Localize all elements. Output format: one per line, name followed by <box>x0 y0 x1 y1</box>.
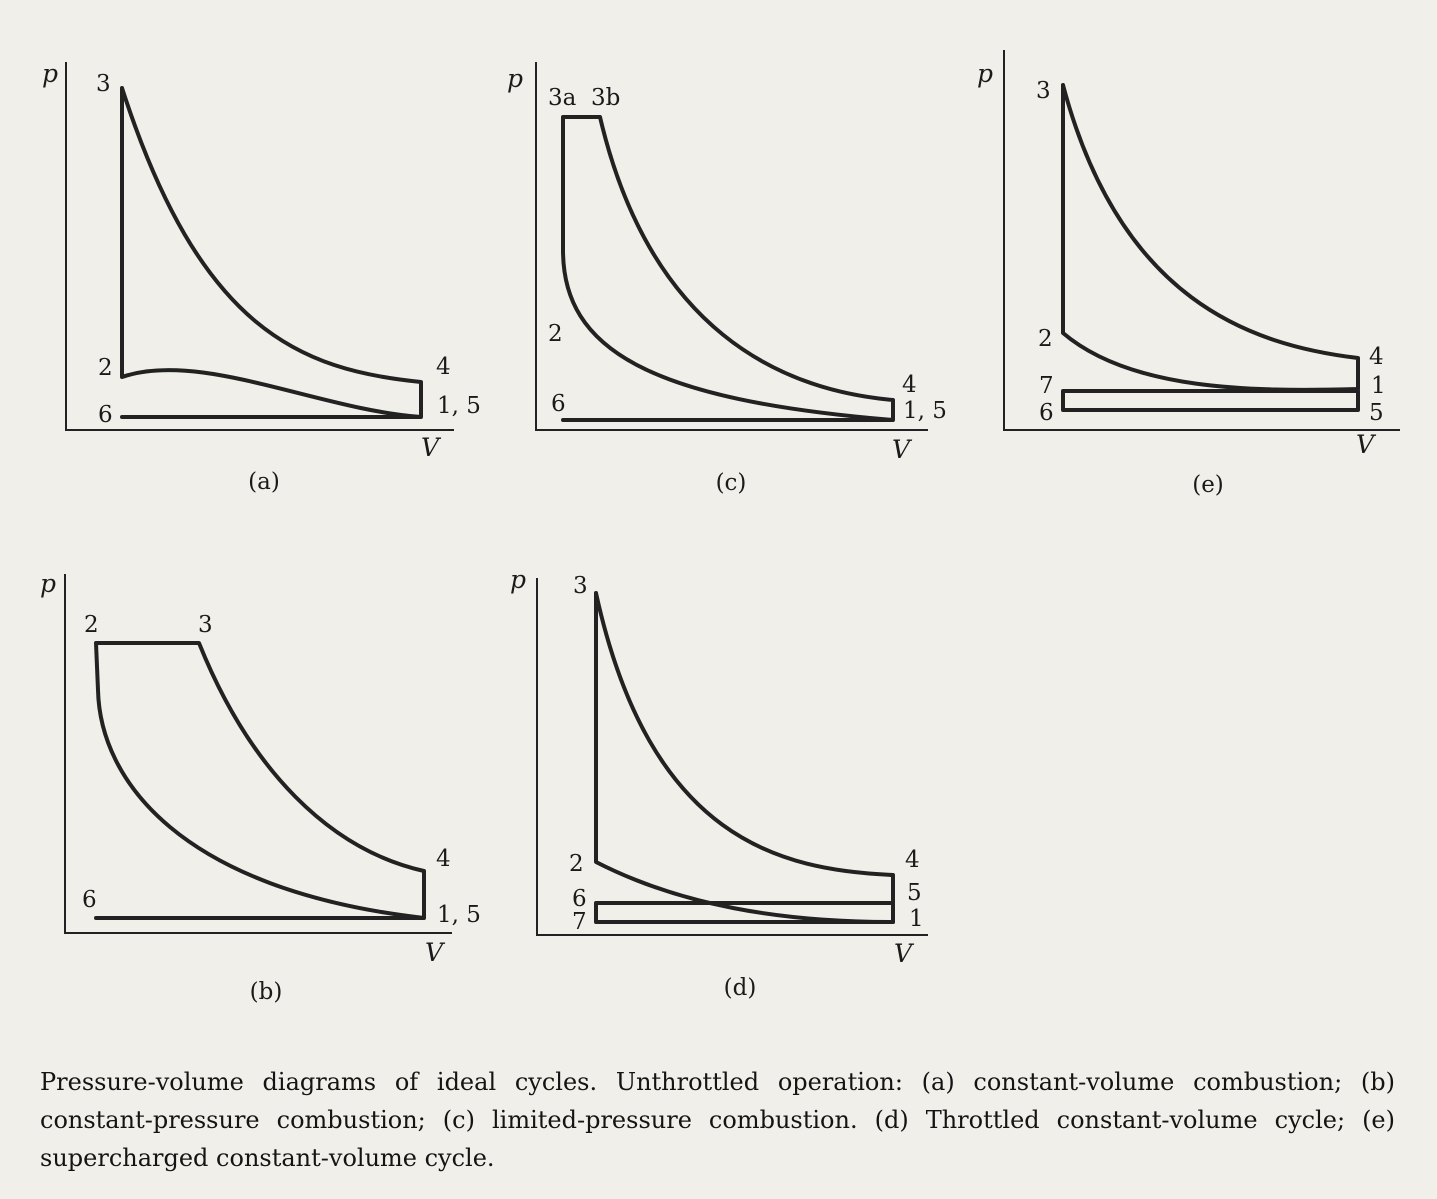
diagram-a: p V 3 2 6 4 1, 5 (a) <box>42 59 481 495</box>
diagram-b-point-1-5: 1, 5 <box>437 902 481 928</box>
diagram-a-point-4: 4 <box>436 354 451 380</box>
diagram-e-cycle <box>1061 83 1360 392</box>
diagram-e-p-axis-label: p <box>977 59 993 88</box>
diagram-d-point-7: 7 <box>572 909 587 935</box>
diagram-a-point-3: 3 <box>96 71 111 97</box>
diagram-c-point-3a: 3a <box>548 85 577 111</box>
diagram-c: p V 3a 3b 2 6 4 1, 5 (c) <box>507 62 947 496</box>
diagram-a-axes <box>65 62 454 431</box>
diagram-b-p-axis-label: p <box>40 569 56 598</box>
diagram-b-point-4: 4 <box>436 846 451 872</box>
diagram-e-caption: (e) <box>1192 472 1224 498</box>
diagram-d-caption: (d) <box>724 975 757 1001</box>
diagram-b-point-6: 6 <box>82 887 97 913</box>
diagram-a-point-6: 6 <box>98 402 113 428</box>
diagram-a-caption: (a) <box>248 469 280 495</box>
diagram-a-cycle <box>120 86 423 419</box>
diagram-e-point-2: 2 <box>1038 326 1053 352</box>
diagram-a-point-1-5: 1, 5 <box>437 393 481 419</box>
diagram-b-point-3: 3 <box>198 612 213 638</box>
diagram-a-p-axis-label: p <box>42 59 58 88</box>
diagram-b: p V 2 3 6 4 1, 5 (b) <box>40 569 481 1005</box>
figure-caption-text: Pressure-volume diagrams of ideal cycles… <box>40 1068 1395 1172</box>
diagram-b-cycle <box>94 641 426 920</box>
diagram-b-point-2: 2 <box>84 612 99 638</box>
diagram-e-v-axis-label: V <box>1356 430 1377 459</box>
diagram-c-cycle <box>561 115 895 422</box>
diagram-d-p-axis-label: p <box>510 565 526 594</box>
diagram-d-point-3: 3 <box>573 573 588 599</box>
diagram-d: p V 3 2 6 7 4 5 1 (d) <box>510 565 928 1001</box>
diagram-b-v-axis-label: V <box>425 938 446 967</box>
diagram-a-point-2: 2 <box>98 355 113 381</box>
diagram-d-point-5: 5 <box>907 880 922 906</box>
diagram-c-point-6: 6 <box>551 391 566 417</box>
diagram-e: p V 3 2 7 6 4 1 5 (e) <box>977 50 1400 498</box>
diagram-c-point-1-5: 1, 5 <box>903 398 947 424</box>
diagram-d-throttle-loop <box>594 901 895 924</box>
diagram-d-cycle <box>594 591 895 924</box>
figure-caption: Pressure-volume diagrams of ideal cycles… <box>40 1063 1395 1177</box>
diagram-b-axes <box>64 574 452 934</box>
diagram-d-point-4: 4 <box>905 847 920 873</box>
diagram-d-point-6: 6 <box>572 886 587 912</box>
diagram-e-point-4: 4 <box>1369 344 1384 370</box>
diagram-e-point-3: 3 <box>1036 78 1051 104</box>
diagram-c-p-axis-label: p <box>507 64 523 93</box>
diagram-c-point-4: 4 <box>902 372 917 398</box>
diagram-d-point-1: 1 <box>909 906 924 932</box>
diagram-a-v-axis-label: V <box>421 433 442 462</box>
diagram-e-point-1: 1 <box>1371 373 1386 399</box>
diagram-d-axes <box>536 578 928 936</box>
diagram-d-v-axis-label: V <box>894 939 915 968</box>
diagram-e-supercharge-loop <box>1061 389 1360 412</box>
diagram-e-point-5: 5 <box>1369 400 1384 426</box>
diagram-c-point-3b: 3b <box>591 85 620 111</box>
diagram-c-axes <box>535 62 928 431</box>
diagram-c-point-2: 2 <box>548 321 563 347</box>
diagram-b-caption: (b) <box>250 979 283 1005</box>
diagram-c-v-axis-label: V <box>892 435 913 464</box>
diagram-c-caption: (c) <box>716 470 747 496</box>
diagram-d-point-2: 2 <box>569 851 584 877</box>
pv-diagrams-figure: p V 3 2 6 4 1, 5 (a) p V 3a 3b 2 6 4 1, … <box>40 50 1400 1005</box>
diagram-e-axes <box>1003 50 1400 431</box>
diagram-e-point-7: 7 <box>1039 373 1054 399</box>
diagram-e-point-6: 6 <box>1039 400 1054 426</box>
